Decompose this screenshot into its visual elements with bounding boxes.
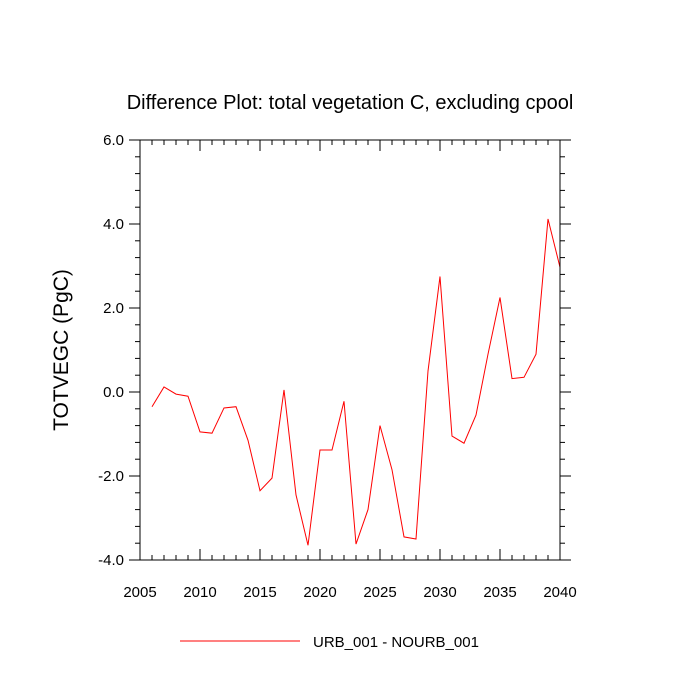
y-tick-label: 0.0: [103, 384, 124, 401]
x-tick-label: 2015: [243, 584, 276, 601]
x-tick-label: 2030: [423, 584, 456, 601]
y-axis-label: TOTVEGC (PgC): [50, 269, 73, 431]
x-tick-label: 2035: [483, 584, 516, 601]
axis-ticks: [129, 139, 571, 561]
y-tick-label: 4.0: [103, 216, 124, 233]
y-tick-label: -4.0: [98, 552, 124, 569]
y-tick-label: 6.0: [103, 132, 124, 149]
tick-labels: 2005 2010 2015 2020 2025 2030 2035 2040 -4.0 -2.0…: [98, 132, 577, 601]
x-tick-label: 2025: [363, 584, 396, 601]
x-tick-label: 2010: [183, 584, 216, 601]
chart-title: Difference Plot: total vegetation C, exc…: [127, 92, 574, 114]
series-line: [151, 218, 561, 546]
plot-frame: [139, 139, 561, 561]
y-tick-label: 2.0: [103, 300, 124, 317]
x-tick-label: 2005: [123, 584, 156, 601]
legend-label: URB_001 - NOURB_001: [313, 634, 479, 651]
x-tick-label: 2020: [303, 584, 336, 601]
x-tick-label: 2040: [543, 584, 576, 601]
y-tick-label: -2.0: [98, 468, 124, 485]
series-layer: [151, 218, 561, 546]
legend: URB_001 - NOURB_001: [180, 634, 479, 651]
